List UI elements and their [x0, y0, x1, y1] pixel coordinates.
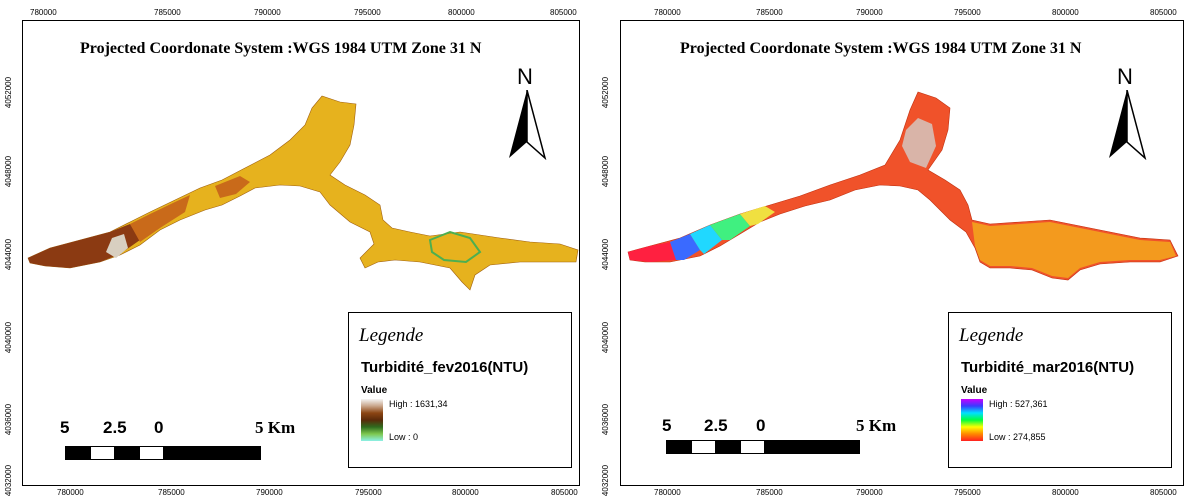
x-tick: 790000: [256, 488, 283, 497]
left-river-dark-west: [28, 224, 140, 268]
x-tick: 780000: [654, 488, 681, 497]
x-tick: 795000: [354, 8, 381, 17]
right-map-panel: 780000 785000 790000 795000 800000 80500…: [600, 0, 1195, 499]
x-tick: 785000: [154, 8, 181, 17]
legend-layer-name: Turbidité_mar2016(NTU): [961, 359, 1135, 376]
left-river-pale-patch: [106, 234, 128, 258]
scale-segment: [90, 446, 115, 460]
right-north-arrow-icon: [1109, 90, 1147, 160]
left-river-layer: [27, 95, 579, 291]
x-tick: 780000: [654, 8, 681, 17]
legend-heading: Legende: [959, 325, 1024, 346]
x-tick: 790000: [856, 488, 883, 497]
scale-label: 5 Km: [255, 418, 296, 437]
scale-segment: [764, 440, 860, 454]
x-tick: 780000: [57, 488, 84, 497]
scale-segment: [740, 440, 765, 454]
legend-value-label: Value: [361, 385, 388, 396]
right-river-red-west: [628, 242, 676, 262]
scale-label: 2.5: [103, 418, 127, 437]
right-legend: Legende Turbidité_mar2016(NTU) Value Hig…: [948, 312, 1172, 468]
legend-high: High : 1631,34: [389, 399, 448, 409]
left-map-title: Projected Coordonate System :WGS 1984 UT…: [80, 40, 482, 57]
left-river-mid-west: [130, 195, 190, 242]
scale-label: 5: [60, 418, 70, 437]
x-tick: 790000: [254, 8, 281, 17]
x-tick: 790000: [856, 8, 883, 17]
left-river-patch: [215, 176, 250, 198]
x-tick: 785000: [756, 8, 783, 17]
x-tick: 805000: [551, 488, 578, 497]
x-tick: 800000: [1052, 488, 1079, 497]
scale-label: 0: [154, 418, 164, 437]
scale-segment: [163, 446, 261, 460]
scale-label: 5: [662, 416, 672, 435]
right-river-green-west: [710, 214, 750, 240]
left-river-body: [27, 95, 579, 291]
x-tick: 805000: [550, 8, 577, 17]
scale-label: 0: [756, 416, 766, 435]
scale-segment: [65, 446, 91, 460]
scale-segment: [691, 440, 716, 454]
scale-segment: [715, 440, 741, 454]
right-river-yellow-west: [740, 206, 775, 226]
legend-color-ramp: [361, 399, 383, 441]
right-river-layer: [627, 91, 1179, 281]
x-tick: 800000: [448, 8, 475, 17]
scale-label: 2.5: [704, 416, 728, 435]
left-north-arrow-icon: [509, 90, 547, 160]
legend-value-label: Value: [961, 385, 988, 396]
x-tick: 780000: [30, 8, 57, 17]
right-river-orange-east: [972, 222, 1176, 278]
x-tick: 795000: [355, 488, 382, 497]
legend-color-ramp: [961, 399, 983, 441]
left-north-label: N: [517, 64, 533, 89]
x-tick: 795000: [954, 8, 981, 17]
right-river-pale-center: [902, 118, 936, 168]
scale-segment: [139, 446, 164, 460]
right-river-blue-west: [670, 234, 700, 260]
legend-heading: Legende: [359, 325, 424, 346]
x-tick: 805000: [1150, 8, 1177, 17]
right-map-title: Projected Coordonate System :WGS 1984 UT…: [680, 40, 1082, 57]
legend-high: High : 527,361: [989, 399, 1048, 409]
left-legend: Legende Turbidité_fev2016(NTU) Value Hig…: [348, 312, 572, 468]
x-tick: 805000: [1150, 488, 1177, 497]
scale-segment: [666, 440, 692, 454]
legend-low: Low : 0: [389, 432, 419, 442]
right-river-cyan-west: [690, 225, 722, 254]
left-map-panel: 780000 785000 790000 795000 800000 80500…: [0, 0, 590, 499]
scale-label: 5 Km: [856, 416, 897, 435]
legend-layer-name: Turbidité_fev2016(NTU): [361, 359, 529, 376]
left-river-green-patch: [428, 230, 482, 264]
x-tick: 795000: [954, 488, 981, 497]
x-tick: 785000: [756, 488, 783, 497]
x-tick: 800000: [452, 488, 479, 497]
x-tick: 800000: [1052, 8, 1079, 17]
legend-low: Low : 274,855: [989, 432, 1046, 442]
scale-segment: [114, 446, 140, 460]
x-tick: 785000: [158, 488, 185, 497]
right-north-label: N: [1117, 64, 1133, 89]
